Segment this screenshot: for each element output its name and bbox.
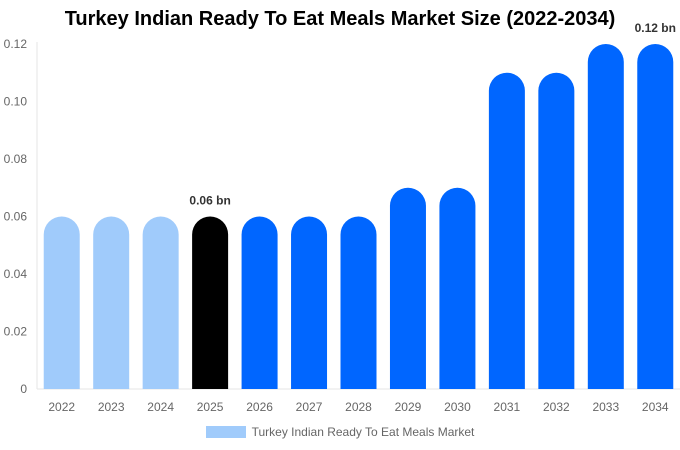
y-tick-label: 0.06 [4,210,28,224]
legend: Turkey Indian Ready To Eat Meals Market [0,425,680,439]
y-tick-label: 0 [20,382,27,396]
bar-2028 [340,216,377,389]
y-tick-label: 0.12 [4,37,28,51]
bar-2029 [389,187,426,389]
x-tick-label: 2026 [246,400,273,414]
y-tick-label: 0.10 [4,95,28,109]
bar-chart: 0 0.02 0.04 0.06 0.08 0.10 0.12 2022 2023 2024 202… [4,21,680,414]
data-label: 0.12 bn [635,21,676,35]
bar-2027 [291,216,328,389]
x-tick-label: 2034 [642,400,669,414]
y-tick-label: 0.02 [4,325,28,339]
x-tick-label: 2027 [296,400,323,414]
bar-2030 [439,187,476,389]
x-tick-label: 2028 [345,400,372,414]
x-tick-label: 2032 [543,400,570,414]
bar-2022 [43,216,80,389]
x-tick-label: 2029 [395,400,422,414]
y-tick-label: 0.04 [4,267,28,281]
x-tick-label: 2030 [444,400,471,414]
x-tick-label: 2022 [48,400,75,414]
bar-2024 [142,216,179,389]
bar-2032 [538,72,575,389]
x-tick-label: 2023 [98,400,125,414]
legend-label: Turkey Indian Ready To Eat Meals Market [251,425,475,439]
x-tick-label: 2025 [197,400,224,414]
y-tick-label: 0.08 [4,152,28,166]
bar-2034 [637,44,674,389]
x-tick-label: 2031 [494,400,521,414]
x-tick-label: 2033 [592,400,619,414]
bar-2025 [192,216,229,389]
bar-2026 [241,216,278,389]
chart-title: Turkey Indian Ready To Eat Meals Market … [64,8,616,30]
bar-2031 [488,72,525,389]
bar-2023 [93,216,130,389]
bar-2033 [587,44,624,389]
legend-swatch [205,426,246,438]
x-tick-label: 2024 [147,400,174,414]
data-label: 0.06 bn [189,194,230,208]
